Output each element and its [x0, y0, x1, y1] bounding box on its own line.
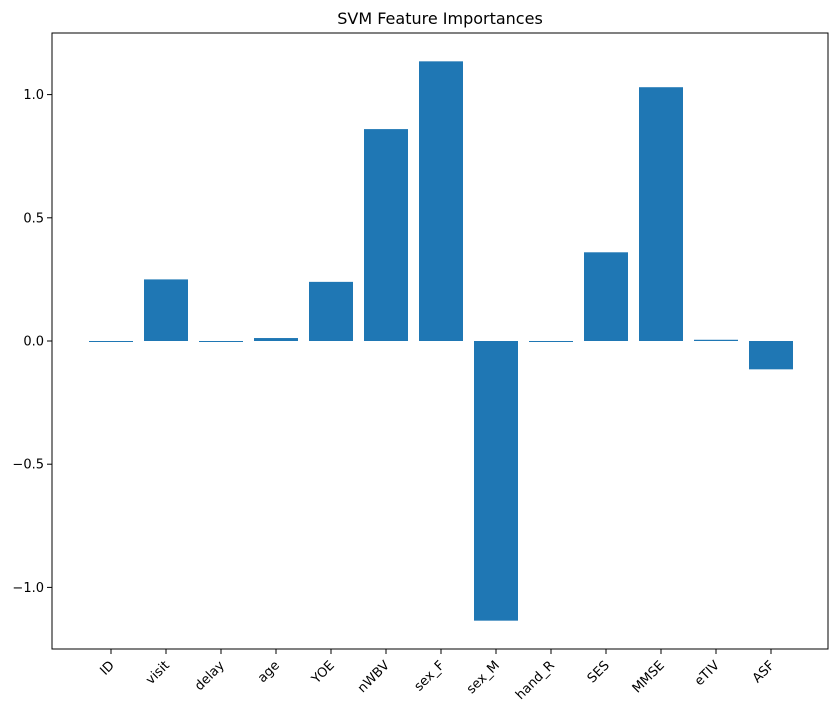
bar-age: [254, 338, 298, 341]
y-tick-label: 0.0: [23, 335, 44, 350]
x-tick-label: ID: [97, 658, 117, 678]
bar-ID: [89, 341, 133, 342]
bar-sex_M: [474, 341, 518, 621]
plot-frame: [51, 32, 829, 650]
x-tick-label: sex_M: [464, 658, 503, 697]
bar-hand_R: [529, 341, 573, 342]
y-axis: −1.0 −0.5 0.0 0.5 1.0: [12, 88, 52, 596]
x-tick-label: hand_R: [513, 658, 558, 703]
bar-nWBV: [364, 129, 408, 341]
x-tick-label: ASF: [750, 658, 778, 686]
bar-SES: [584, 252, 628, 341]
bars-group: [89, 61, 793, 621]
x-tick-label: visit: [143, 658, 173, 688]
bar-visit: [144, 279, 188, 341]
bar-eTIV: [694, 339, 738, 341]
x-tick-label: age: [255, 658, 283, 686]
x-tick-label: SES: [585, 658, 613, 686]
y-tick-label: −0.5: [12, 458, 44, 473]
chart-title: SVM Feature Importances: [337, 9, 543, 28]
x-tick-label: sex_F: [412, 658, 448, 694]
bar-delay: [199, 341, 243, 342]
bar-sex_F: [419, 61, 463, 341]
bar-YOE: [309, 281, 353, 341]
x-tick-label: eTIV: [692, 658, 723, 689]
x-tick-label: MMSE: [630, 658, 668, 696]
bar-MMSE: [639, 87, 683, 341]
y-tick-label: 1.0: [23, 88, 44, 103]
x-tick-label: nWBV: [355, 658, 393, 696]
x-tick-label: delay: [192, 658, 228, 694]
x-axis: ID visit delay age YOE nWBV sex_F sex_M hand_R SE…: [97, 649, 778, 703]
bar-ASF: [749, 341, 793, 370]
y-tick-label: 0.5: [23, 211, 44, 226]
y-tick-label: −1.0: [12, 581, 44, 596]
x-tick-label: YOE: [308, 658, 337, 687]
